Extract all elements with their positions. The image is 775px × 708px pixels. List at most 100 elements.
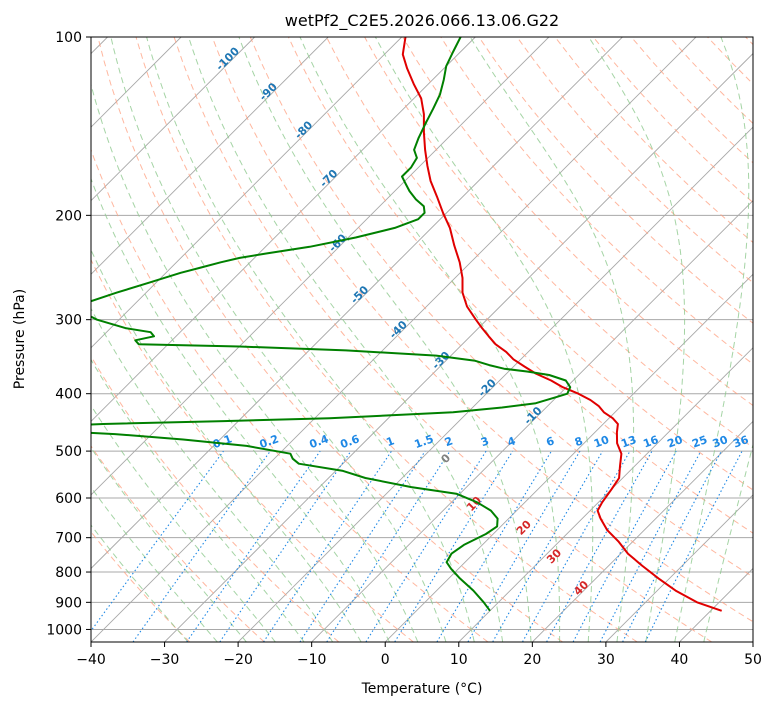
- mixing-ratio-line: [132, 450, 271, 642]
- x-tick-label: −20: [223, 652, 253, 668]
- mixing-ratio-label: 13: [619, 433, 638, 450]
- dry-adiabat: [249, 37, 753, 578]
- moist-adiabat: [91, 524, 189, 642]
- dry-adiabat: [287, 37, 753, 534]
- dry-adiabat: [91, 355, 340, 642]
- mixing-ratio-label: 2: [443, 434, 455, 449]
- y-tick-label: 200: [55, 208, 82, 224]
- isotherm-line: [91, 37, 623, 570]
- moist-adiabat: [91, 358, 305, 642]
- dewpoint-profile: [91, 37, 572, 612]
- mixing-ratio-label: 25: [690, 433, 709, 450]
- moist-adiabat: [299, 37, 561, 642]
- mixing-ratio-line: [299, 450, 426, 642]
- mixing-ratio-label: 3: [479, 434, 491, 449]
- mixing-ratio-label: 0.2: [258, 432, 281, 451]
- moist-adiabat: [146, 37, 475, 642]
- moist-adiabat: [91, 446, 247, 642]
- x-tick-label: 0: [381, 652, 390, 668]
- dry-adiabat: [211, 37, 753, 623]
- mixing-ratio-label: 20: [666, 433, 685, 451]
- y-tick-label: 300: [55, 313, 82, 329]
- mixing-ratio-label: 4: [506, 434, 518, 449]
- x-axis-label: Temperature (°C): [361, 681, 483, 697]
- y-tick-label: 800: [55, 565, 82, 581]
- moist-adiabat: [188, 37, 504, 642]
- moist-adiabat: [91, 177, 390, 642]
- y-tick-label: 900: [55, 595, 82, 611]
- mixing-ratio-line: [522, 450, 631, 642]
- moist-adiabat: [588, 37, 686, 642]
- mixing-ratio-label: 1: [385, 434, 397, 449]
- x-tick-label: −10: [297, 652, 327, 668]
- moist-adiabat-lines: [91, 37, 753, 642]
- chart-title: wetPf2_C2E5.2026.066.13.06.G22: [285, 11, 559, 31]
- y-axis-label: Pressure (hPa): [12, 289, 28, 389]
- mixing-ratio-line: [219, 450, 352, 642]
- isotherm-line: [605, 494, 753, 642]
- mixing-ratio-label: 0.1: [211, 432, 234, 451]
- y-tick-label: 700: [55, 531, 82, 547]
- moist-adiabat: [374, 37, 594, 642]
- moist-adiabat: [91, 486, 218, 642]
- x-tick-label: 10: [450, 652, 468, 668]
- mixing-ratio-line: [572, 450, 677, 642]
- dry-adiabat: [91, 445, 265, 642]
- mixing-ratio-label: 36: [731, 433, 750, 451]
- isobar-grid: [91, 37, 753, 630]
- moist-adiabat: [238, 37, 532, 642]
- mixing-ratio-lines: [91, 450, 743, 642]
- dry-adiabat-lines: [91, 37, 753, 642]
- mixing-ratio-line: [186, 450, 321, 642]
- x-tick-label: 50: [744, 652, 762, 668]
- x-tick-label: 30: [597, 652, 615, 668]
- dry-adiabat: [135, 37, 638, 642]
- x-tick-label: −40: [76, 652, 106, 668]
- mixing-ratio-line: [91, 450, 224, 632]
- mixing-ratio-label: 0.6: [338, 432, 361, 451]
- mixing-ratio-label: 30: [711, 433, 730, 451]
- y-tick-label: 500: [55, 444, 82, 460]
- moist-adiabat: [91, 82, 419, 642]
- y-tick-label: 1000: [46, 622, 82, 638]
- isotherm-line: [237, 126, 753, 642]
- x-tick-label: −30: [150, 652, 180, 668]
- plot-area: 0.1 0.2 0.4 0.6 1 1.5 2 3 4 6 8 10 13 16 20 25 30 36-100-…: [91, 37, 753, 642]
- x-tick-label: 40: [671, 652, 689, 668]
- isotherm-line: [91, 37, 550, 496]
- dry-adiabat: [97, 37, 563, 642]
- moist-adiabat: [110, 37, 447, 642]
- y-axis: 100 200 300 400 500 600 700 800 900 1000: [46, 30, 91, 638]
- isotherm-line: [91, 37, 329, 275]
- moist-adiabat: [703, 442, 753, 642]
- mixing-ratio-label: 6: [544, 434, 556, 449]
- mixing-ratio-line: [546, 450, 653, 642]
- dry-adiabat: [173, 37, 713, 642]
- moist-adiabat: [91, 307, 334, 642]
- isotherm-line: [384, 273, 753, 642]
- mixing-ratio-line: [263, 450, 392, 642]
- moist-adiabat: [91, 248, 362, 642]
- isotherm-line: [458, 347, 753, 642]
- isotherm-line: [91, 37, 403, 349]
- mixing-ratio-label: 10: [592, 433, 611, 451]
- moist-adiabat: [674, 37, 750, 642]
- isotherm-line: [164, 52, 753, 642]
- dry-adiabat: [326, 37, 753, 491]
- mixing-ratio-label: 0.4: [308, 432, 331, 451]
- x-tick-label: 20: [523, 652, 541, 668]
- mixing-ratio-label: 16: [641, 433, 660, 451]
- moist-adiabat: [91, 404, 276, 642]
- mixing-ratio-line: [644, 450, 743, 642]
- y-tick-label: 400: [55, 387, 82, 403]
- mixing-ratio-label: 1.5: [413, 432, 436, 451]
- isotherm-line: [91, 37, 255, 202]
- plot-frame: [90, 36, 754, 643]
- dry-adiabat: [91, 258, 414, 642]
- mixing-ratio-label: 8: [573, 434, 585, 449]
- y-tick-label: 600: [55, 491, 82, 507]
- y-tick-label: 100: [55, 30, 82, 46]
